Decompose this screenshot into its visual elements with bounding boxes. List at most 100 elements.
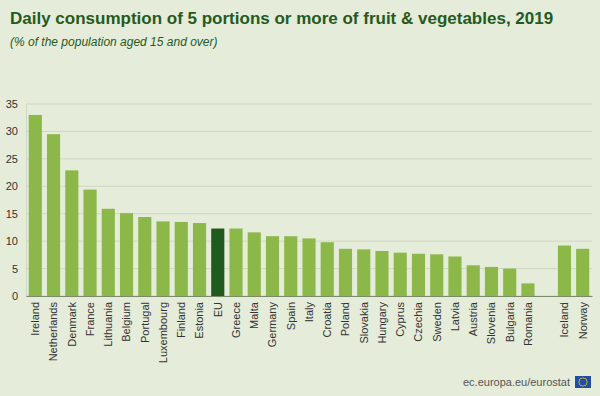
bar: [102, 209, 115, 296]
x-tick-label: Austria: [467, 301, 479, 336]
x-tick: Germany: [266, 296, 278, 347]
x-tick-label: Greece: [230, 302, 242, 338]
x-tick-label: Netherlands: [47, 302, 59, 362]
bar: [120, 213, 133, 296]
grid-line: [26, 186, 592, 187]
bar: [83, 190, 96, 296]
bar: [156, 221, 169, 296]
background: [0, 0, 600, 396]
x-tick-label: Latvia: [449, 301, 461, 331]
flag-star: [584, 378, 585, 379]
x-tick-label: Luxembourg: [157, 302, 169, 363]
bar: [193, 223, 206, 296]
x-tick-label: Hungary: [376, 302, 388, 344]
flag-star: [584, 385, 585, 386]
source: ec.europa.eu/eurostat: [463, 376, 570, 388]
y-tick: 15: [6, 208, 26, 220]
x-tick: Ireland: [29, 296, 41, 336]
bar: [211, 229, 224, 296]
x-tick-label: Spain: [285, 302, 297, 330]
flag-star: [580, 378, 581, 379]
flag-star: [586, 379, 587, 380]
x-tick-label: Romania: [522, 301, 534, 346]
bar: [558, 246, 571, 296]
x-axis-line: [27, 296, 593, 297]
x-tick-label: Bulgaria: [504, 301, 516, 342]
x-tick: Denmark: [66, 296, 78, 347]
bar: [266, 236, 279, 296]
bar: [485, 267, 498, 296]
y-tick: 0: [12, 290, 26, 302]
x-tick: Netherlands: [47, 296, 59, 361]
bar: [29, 115, 42, 296]
y-tick: 10: [6, 235, 26, 247]
subtitle: (% of the population aged 15 and over): [10, 35, 217, 49]
x-tick-label: Belgium: [120, 302, 132, 342]
x-tick-label: EU: [212, 302, 224, 317]
y-tick-label: 15: [6, 208, 18, 220]
x-tick-label: Portugal: [139, 302, 151, 343]
x-tick-label: Finland: [175, 302, 187, 338]
flag-star: [580, 385, 581, 386]
x-tick: Slovenia: [485, 296, 497, 344]
x-tick-label: Cyprus: [394, 302, 406, 337]
y-tick-label: 30: [6, 125, 18, 137]
x-tick: Hungary: [376, 296, 388, 344]
x-tick-label: Slovakia: [358, 301, 370, 343]
bar: [175, 222, 188, 296]
grid-line: [26, 104, 592, 105]
x-tick-label: Lithuania: [102, 301, 114, 347]
bar: [467, 265, 480, 296]
x-tick: Iceland: [558, 296, 570, 337]
x-tick: Malta: [248, 296, 260, 329]
flag-star: [586, 383, 587, 384]
x-tick: Croatia: [321, 296, 333, 337]
bar: [339, 249, 352, 296]
plot: 05101520253035IrelandNetherlandsDenmarkF…: [6, 98, 593, 363]
x-tick: Spain: [285, 296, 297, 330]
x-tick-label: Germany: [266, 302, 278, 348]
y-tick: 25: [6, 153, 26, 165]
y-tick-label: 20: [6, 180, 18, 192]
x-tick: Poland: [339, 296, 351, 336]
flag-star: [586, 381, 587, 382]
grid-line: [26, 131, 592, 132]
y-axis: 05101520253035: [6, 98, 27, 302]
y-tick: 20: [6, 180, 26, 192]
x-axis: Ireland Netherlands Denmark France Lithuania…: [27, 296, 593, 363]
bar: [65, 170, 78, 296]
x-tick: Bulgaria: [504, 296, 516, 342]
bar: [412, 254, 425, 296]
grid: [26, 104, 592, 296]
x-tick: Austria: [467, 296, 479, 336]
x-tick: Latvia: [449, 296, 461, 331]
flag-star: [582, 377, 583, 378]
x-tick-label: Czechia: [412, 301, 424, 342]
x-tick: France: [84, 296, 96, 336]
bar: [375, 251, 388, 296]
grid-line: [26, 158, 592, 159]
x-tick-label: Croatia: [321, 301, 333, 337]
x-tick: Sweden: [431, 296, 443, 342]
x-tick-label: Sweden: [431, 302, 443, 342]
bar: [229, 229, 242, 296]
bar: [576, 249, 589, 296]
title: Daily consumption of 5 portions or more …: [10, 9, 553, 28]
x-tick: Italy: [303, 296, 315, 322]
x-tick: Belgium: [120, 296, 132, 342]
x-tick: Cyprus: [394, 296, 406, 337]
x-tick-label: Poland: [339, 302, 351, 336]
bar: [503, 269, 516, 296]
bar: [448, 257, 461, 296]
y-tick: 35: [6, 98, 26, 110]
bar: [284, 236, 297, 296]
x-tick-label: France: [84, 302, 96, 336]
bar: [394, 253, 407, 296]
x-tick-label: Iceland: [558, 302, 570, 337]
y-tick-label: 10: [6, 235, 18, 247]
x-tick-label: Slovenia: [485, 301, 497, 344]
bar: [430, 254, 443, 296]
bar: [321, 242, 334, 296]
x-tick-label: Malta: [248, 301, 260, 329]
y-axis-line: [26, 105, 27, 297]
